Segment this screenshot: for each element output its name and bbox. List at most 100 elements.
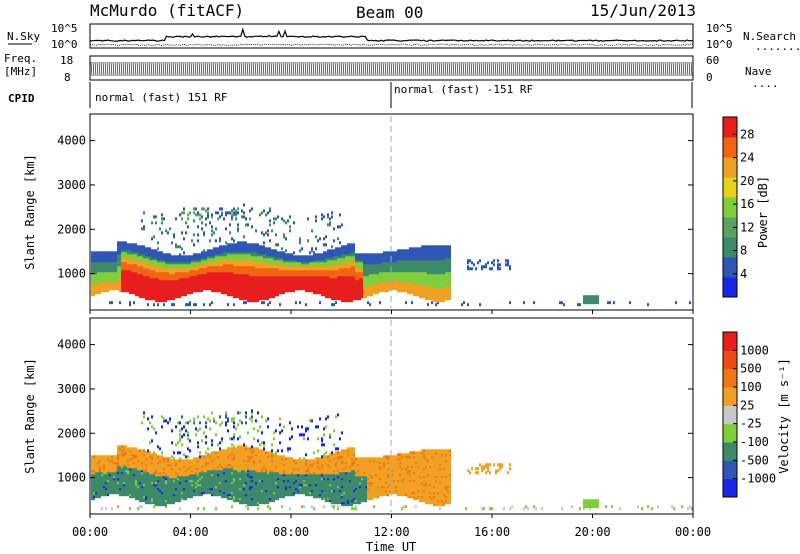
heatmap-cell <box>443 265 445 269</box>
heatmap-cell <box>123 249 125 253</box>
heatmap-cell <box>283 285 285 289</box>
heatmap-cell <box>95 465 97 469</box>
freq-hatch-line <box>598 61 601 77</box>
heatmap-cell <box>189 283 191 287</box>
heatmap-cell <box>423 273 425 277</box>
heatmap-cell <box>351 289 353 293</box>
heatmap-cell <box>339 295 341 299</box>
heatmap-cell <box>165 255 167 259</box>
freq-hatch-line <box>578 61 581 77</box>
heatmap-cell <box>281 251 283 255</box>
heatmap-cell <box>143 227 145 231</box>
heatmap-cell <box>169 277 171 281</box>
heatmap-cell <box>319 279 321 283</box>
heatmap-cell <box>127 249 129 253</box>
heatmap-cell <box>431 259 433 263</box>
heatmap-cell <box>309 259 311 263</box>
heatmap-cell <box>113 283 115 287</box>
heatmap-cell <box>425 293 427 297</box>
freq-hatch-line <box>342 61 345 77</box>
heatmap-cell <box>109 263 111 267</box>
station-title: McMurdo (fitACF) <box>90 1 244 20</box>
heatmap-cell <box>249 271 251 275</box>
heatmap-cell <box>201 261 203 265</box>
heatmap-cell <box>375 263 377 267</box>
heatmap-cell <box>439 275 441 279</box>
heatmap-cell <box>131 251 133 255</box>
heatmap-cell <box>201 281 203 285</box>
heatmap-cell <box>225 257 227 261</box>
heatmap-cell <box>413 285 415 289</box>
heatmap-cell <box>293 275 295 279</box>
heatmap-cell <box>319 261 321 265</box>
heatmap-cell <box>181 285 183 289</box>
heatmap-cell <box>319 273 321 277</box>
heatmap-cell <box>257 295 259 299</box>
heatmap-cell <box>321 273 323 277</box>
heatmap-cell <box>293 273 295 277</box>
heatmap-cell <box>195 289 197 293</box>
freq-hatch-line <box>526 61 529 77</box>
heatmap-cell <box>409 263 411 267</box>
heatmap-cell <box>293 269 295 273</box>
heatmap-cell <box>189 301 191 305</box>
heatmap-cell <box>323 291 325 295</box>
heatmap-cell <box>181 275 183 279</box>
heatmap-cell <box>323 275 325 279</box>
heatmap-cell <box>263 271 265 275</box>
heatmap-cell <box>343 249 345 253</box>
heatmap-cell <box>229 257 231 261</box>
heatmap-cell <box>269 279 271 283</box>
heatmap-cell <box>403 259 405 263</box>
heatmap-cell <box>97 265 99 269</box>
heatmap-cell <box>393 285 395 289</box>
heatmap-cell <box>445 273 447 277</box>
heatmap-cell <box>139 251 141 255</box>
heatmap-cell <box>293 277 295 281</box>
heatmap-cell <box>95 291 97 295</box>
heatmap-cell <box>141 251 143 255</box>
heatmap-cell <box>433 283 435 287</box>
heatmap-cell <box>223 289 225 293</box>
heatmap-cell <box>387 251 389 255</box>
heatmap-cell <box>321 283 323 287</box>
heatmap-cell <box>215 275 217 279</box>
heatmap-cell <box>257 247 259 251</box>
heatmap-cell <box>167 289 169 293</box>
heatmap-cell <box>115 267 117 271</box>
freq-hatch-line <box>370 61 373 77</box>
heatmap-cell <box>93 255 95 259</box>
heatmap-cell <box>173 277 175 281</box>
heatmap-cell <box>213 273 215 277</box>
heatmap-cell <box>263 291 265 295</box>
heatmap-cell <box>441 259 443 263</box>
heatmap-cell <box>109 257 111 261</box>
freq-tick-bottom: 8 <box>64 71 71 84</box>
freq-hatch-line <box>224 61 227 77</box>
heatmap-cell <box>437 261 439 265</box>
heatmap-cell <box>209 267 211 271</box>
heatmap-cell <box>237 283 239 287</box>
heatmap-cell <box>447 275 449 279</box>
freq-hatch-line <box>378 61 381 77</box>
heatmap-cell <box>235 287 237 291</box>
heatmap-cell <box>137 263 139 267</box>
heatmap-cell <box>147 249 149 253</box>
heatmap-cell <box>161 263 163 267</box>
heatmap-cell <box>115 279 117 283</box>
heatmap-cell <box>423 257 425 261</box>
heatmap-cell <box>105 279 107 283</box>
heatmap-cell <box>97 461 99 465</box>
heatmap-cell <box>117 251 119 255</box>
heatmap-cell <box>379 275 381 279</box>
heatmap-cell <box>215 263 217 267</box>
heatmap-cell <box>397 257 399 261</box>
heatmap-cell <box>313 277 315 281</box>
heatmap-cell <box>219 251 221 255</box>
heatmap-cell <box>209 271 211 275</box>
heatmap-cell <box>239 281 241 285</box>
heatmap-cell <box>235 265 237 269</box>
heatmap-cell <box>331 275 333 279</box>
heatmap-cell <box>211 233 213 237</box>
heatmap-cell <box>283 219 285 223</box>
